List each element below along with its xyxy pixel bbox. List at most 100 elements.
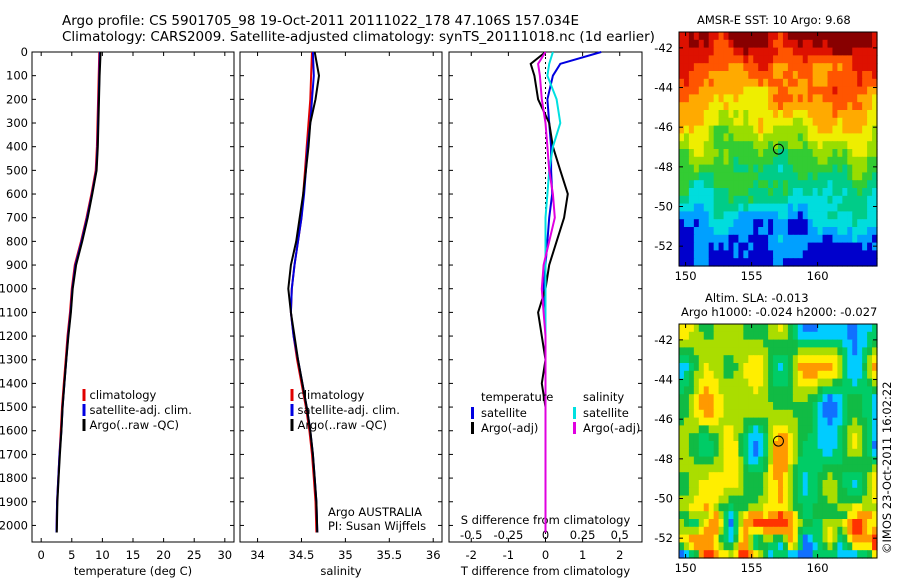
map-cell	[778, 542, 784, 551]
map-cell	[713, 102, 720, 111]
map-cell	[758, 503, 764, 512]
map-cell	[698, 78, 705, 88]
map-cell	[693, 550, 700, 559]
map-cell	[792, 433, 799, 442]
map-cell	[812, 55, 819, 64]
map-cell	[758, 188, 764, 197]
map-cell	[852, 47, 858, 56]
map-cell	[787, 495, 794, 504]
map-cell	[812, 188, 819, 197]
map-cell	[867, 78, 873, 88]
x-tick-label: 35.5	[376, 548, 402, 562]
map-cell	[857, 386, 863, 395]
map-cell	[708, 480, 715, 489]
map-cell	[753, 433, 759, 442]
map-cell	[802, 386, 809, 395]
map-cell	[748, 495, 754, 504]
map-cell	[703, 526, 710, 536]
map-cell	[698, 117, 705, 127]
map-cell	[837, 258, 843, 267]
map-cell	[763, 156, 769, 166]
map-cell	[802, 125, 809, 134]
map-cell	[698, 378, 705, 387]
map-cell	[738, 487, 744, 497]
map-cell	[773, 526, 779, 536]
map-cell	[703, 188, 710, 197]
map-cell	[792, 125, 799, 134]
map-cell	[847, 55, 853, 64]
map-cell	[852, 495, 858, 504]
map-cell	[857, 441, 863, 450]
map-cell	[852, 339, 858, 348]
map-cell	[857, 110, 863, 119]
map-cell	[708, 141, 715, 150]
map-cell	[792, 409, 799, 419]
map-cell	[758, 71, 764, 80]
map-cell	[708, 386, 715, 395]
map-cell	[768, 125, 774, 134]
map-cell	[847, 339, 853, 348]
map-cell	[842, 519, 848, 528]
map-cell	[698, 542, 705, 551]
map-cell	[867, 417, 873, 426]
map-cell	[827, 409, 834, 419]
map-cell	[733, 347, 739, 356]
map-cell	[768, 55, 774, 64]
map-cell	[688, 402, 695, 411]
map-cell	[807, 339, 814, 348]
map-cell	[832, 110, 838, 119]
map-cell	[792, 195, 799, 205]
map-cell	[778, 195, 784, 205]
map-cell	[867, 386, 873, 395]
map-cell	[832, 172, 838, 181]
map-cell	[792, 242, 799, 251]
map-cell	[852, 519, 858, 528]
map-cell	[802, 331, 809, 341]
map-cell	[708, 331, 715, 341]
map-cell	[852, 464, 858, 473]
map-cell	[763, 55, 769, 64]
map-cell	[753, 324, 759, 333]
map-cell	[857, 339, 863, 348]
map-cell	[703, 250, 710, 259]
map-cell	[847, 250, 853, 259]
map-cell	[787, 394, 794, 403]
map-cell	[683, 94, 690, 103]
map-cell	[758, 355, 764, 364]
map-cell	[802, 417, 809, 426]
map-cell	[713, 402, 720, 411]
map-cell	[753, 456, 759, 465]
map-cell	[728, 456, 735, 465]
map-cell	[787, 32, 794, 41]
map-cell	[827, 211, 834, 220]
map-cell	[778, 550, 784, 559]
map-cell	[827, 370, 834, 380]
map-cell	[822, 211, 829, 220]
map-cell	[872, 211, 878, 220]
map-cell	[718, 339, 725, 348]
map-cell	[703, 464, 710, 473]
map-cell	[857, 47, 863, 56]
map-cell	[787, 331, 794, 341]
map-cell	[773, 324, 779, 333]
map-cell	[787, 39, 794, 49]
map-cell	[679, 394, 685, 403]
map-cell	[683, 425, 690, 434]
map-cell	[812, 324, 819, 333]
map-cell	[792, 534, 799, 543]
map-cell	[693, 172, 700, 181]
map-cell	[688, 141, 695, 150]
map-cell	[703, 195, 710, 205]
map-cell	[792, 32, 799, 41]
map-cell	[758, 394, 764, 403]
map-cell	[872, 456, 878, 465]
map-cell	[679, 402, 685, 411]
map-cell	[679, 203, 685, 212]
map-cell	[773, 534, 779, 543]
map-cell	[827, 386, 834, 395]
map-cell	[792, 402, 799, 411]
map-cell	[872, 195, 878, 205]
map-cell	[807, 71, 814, 80]
map-cell	[822, 172, 829, 181]
map-cell	[817, 211, 824, 220]
